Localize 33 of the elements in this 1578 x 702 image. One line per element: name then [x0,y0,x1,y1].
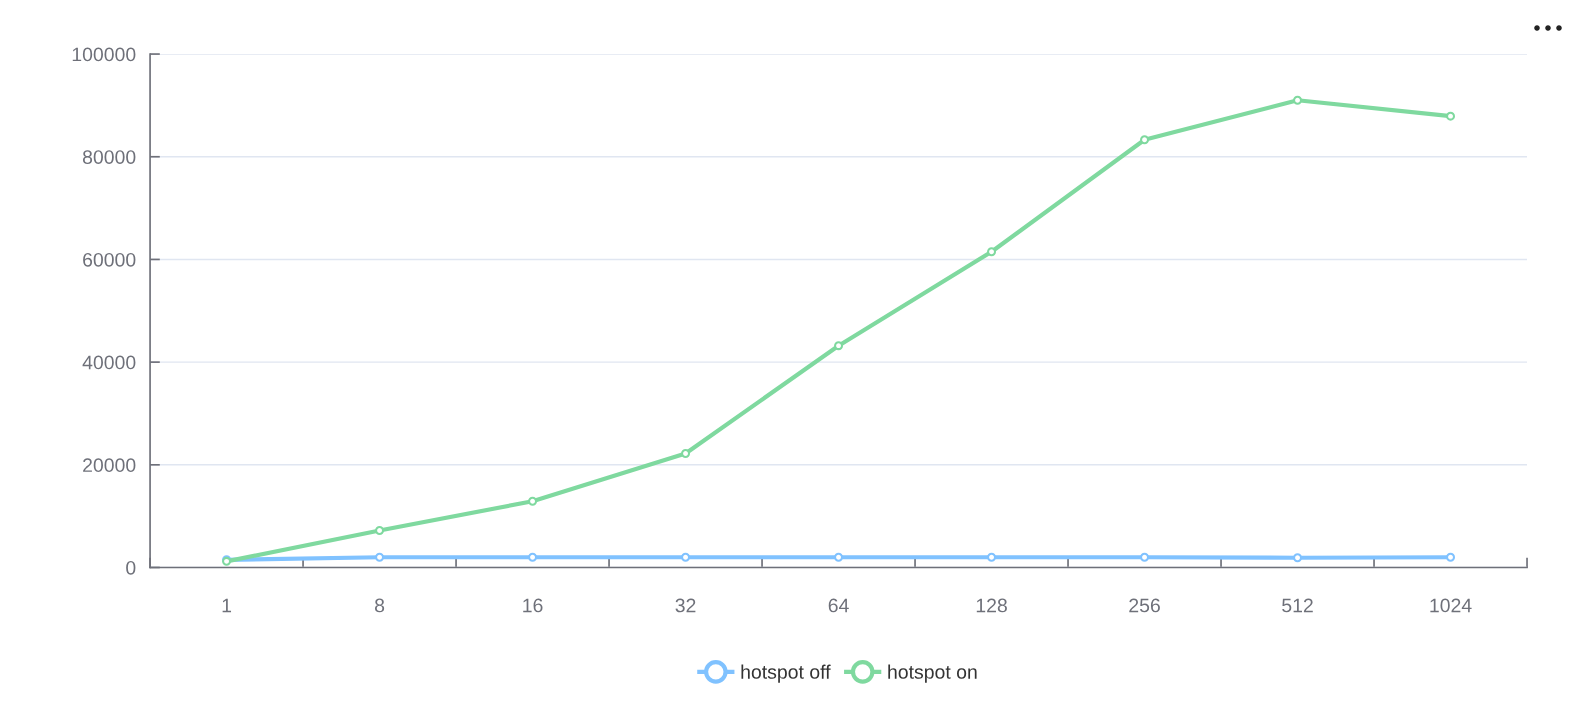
point [1140,552,1150,562]
x-tick-label: 1024 [1430,598,1472,613]
y-tick-label: 0 [126,560,136,575]
y-tick-label: 40000 [82,355,136,370]
x-tick-label: 64 [828,598,849,613]
x-tick-label: 128 [976,598,1007,613]
point [834,552,844,562]
point [1140,135,1150,145]
point [681,552,691,562]
x-tick-label: 16 [523,598,543,613]
point [834,341,844,351]
point [987,552,997,562]
point [528,552,538,562]
y-tick-label: 100000 [72,47,136,62]
point [987,247,997,257]
x-tick-label: 256 [1129,598,1160,613]
point [375,552,385,562]
y-tick-label: 20000 [83,458,136,473]
point [1293,95,1303,105]
point [1446,111,1456,121]
x-tick-label: 8 [375,598,385,613]
y-tick-label: 60000 [83,252,136,267]
x-tick-label: 512 [1282,598,1313,613]
legend-label: hotspot off [741,664,831,683]
x-tick-label: 1 [222,598,232,613]
point [375,526,385,536]
point [528,496,538,506]
point [1293,553,1303,563]
point [681,449,691,459]
y-tick-label: 80000 [82,150,136,164]
point [1446,552,1456,562]
x-tick-label: 32 [675,598,696,613]
legend-label: hotspot on [888,664,977,683]
